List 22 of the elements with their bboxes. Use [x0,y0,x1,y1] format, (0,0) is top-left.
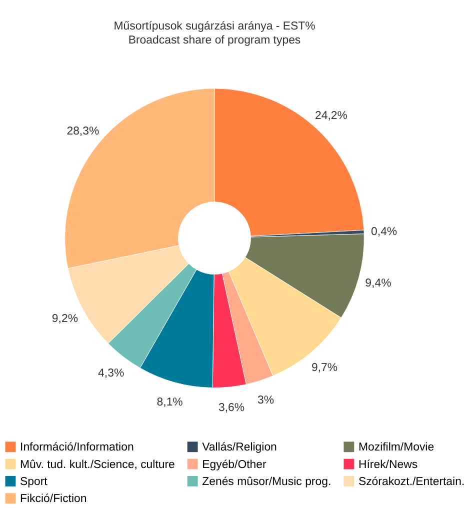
data-label: 4,3% [98,367,124,380]
legend-label: Vallás/Religion [202,442,277,454]
legend-label: Szórakozt./Entertain. [358,476,465,488]
legend-label: Hírek/News [358,458,418,471]
data-label: 24,2% [315,110,348,122]
chart-title: Műsortípusok sugárzási aránya - EST% [114,20,316,32]
legend-label: Zenés mûsor/Music prog. [202,476,332,488]
data-label: 28,3% [66,126,100,138]
legend-label: Fikció/Fiction [20,493,87,506]
legend-label: Mozifilm/Movie [358,442,434,454]
legend-label: Információ/Information [20,442,134,454]
legend-label: Mûv. tud. kult./Science, culture [20,458,175,471]
chart-subtitle: Broadcast share of program types [128,34,301,47]
legend-label: Egyéb/Other [202,458,267,471]
data-label: 9,4% [365,278,392,290]
legend-label: Sport [20,476,48,488]
data-label: 8,1% [156,396,183,409]
data-label: 3,6% [218,402,245,414]
data-label: 3% [258,394,274,407]
data-label: 9,2% [52,313,78,326]
data-label: 0,4% [371,226,398,238]
data-label: 9,7% [311,362,338,374]
